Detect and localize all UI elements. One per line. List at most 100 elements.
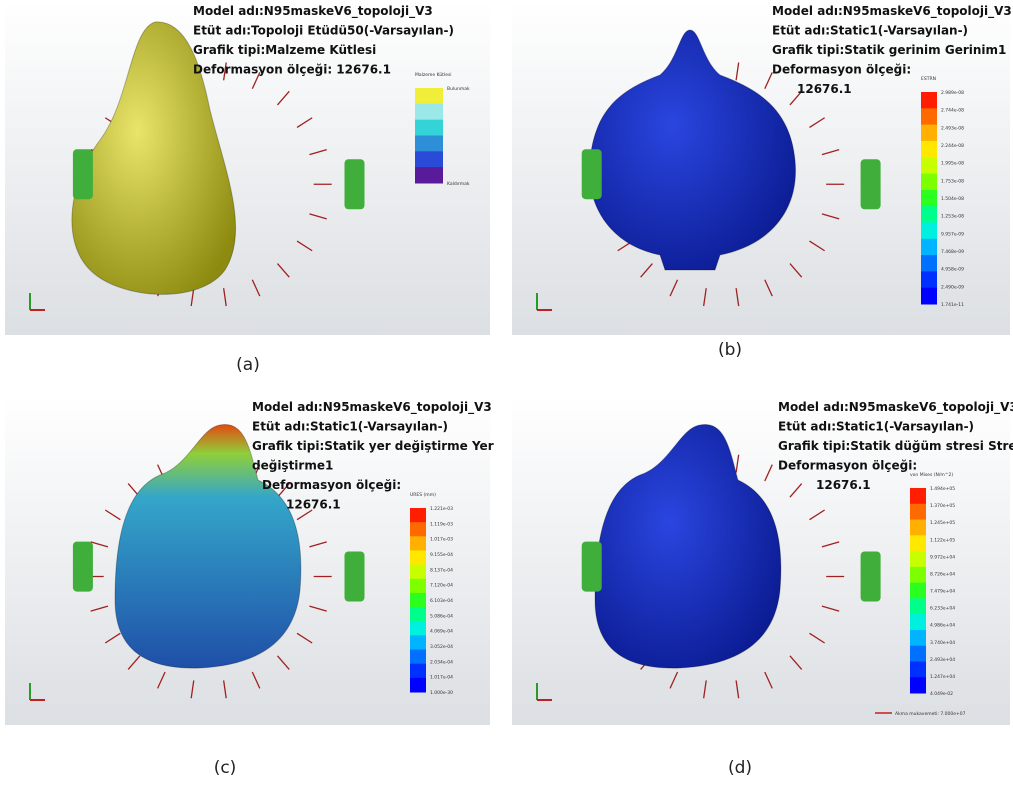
legend-title: Malzeme Kütlesi bbox=[415, 72, 452, 78]
legend-label: 6.103e-04 bbox=[430, 598, 453, 604]
legend-label: 7.120e-04 bbox=[430, 583, 453, 589]
legend-swatch bbox=[910, 488, 926, 504]
legend-swatch bbox=[910, 567, 926, 583]
legend-swatch bbox=[921, 92, 937, 109]
info-line: 12676.1 bbox=[286, 498, 341, 512]
legend-label: 1.122e+05 bbox=[930, 537, 955, 543]
caption: (d) bbox=[728, 758, 752, 778]
legend-label: 2.244e-08 bbox=[941, 143, 964, 149]
legend-swatch bbox=[410, 621, 426, 636]
legend-label: 7.479e+04 bbox=[930, 589, 955, 595]
panel: Model adı:N95maskeV6_topoloji_V3 Etüt adı… bbox=[512, 395, 1013, 725]
legend-label: 4.958e-09 bbox=[941, 267, 964, 273]
legend-label: 2.490e-09 bbox=[941, 284, 964, 290]
legend-swatch bbox=[921, 190, 937, 207]
info-line: Grafik tipi:Statik düğüm stresi Stres1 bbox=[778, 439, 1013, 453]
legend-swatch bbox=[921, 108, 937, 125]
info-line: Etüt adı:Static1(-Varsayılan-) bbox=[772, 24, 968, 38]
legend-swatch bbox=[410, 678, 426, 693]
legend-swatch bbox=[910, 598, 926, 614]
info-line: Grafik tipi:Statik gerinim Gerinim1 bbox=[772, 43, 1006, 57]
legend-label: 1.221e-03 bbox=[430, 506, 453, 512]
info-line: 12676.1 bbox=[797, 82, 852, 96]
legend-label: 4.069e-04 bbox=[430, 629, 453, 635]
legend-note: Akma mukavemeti: 7.000e+07 bbox=[895, 711, 966, 717]
legend-swatch bbox=[910, 661, 926, 677]
legend-swatch bbox=[410, 522, 426, 537]
legend-swatch bbox=[415, 104, 443, 120]
legend-swatch bbox=[910, 551, 926, 567]
info-line: Deformasyon ölçeği: 12676.1 bbox=[193, 63, 391, 77]
legend-swatch bbox=[921, 125, 937, 142]
fixture bbox=[73, 149, 93, 199]
legend-title: ESTRN bbox=[921, 76, 936, 82]
info-line: Deformasyon ölçeği: bbox=[262, 478, 401, 492]
legend-label: 9.155e-04 bbox=[430, 552, 453, 558]
info-line: Etüt adı:Static1(-Varsayılan-) bbox=[778, 420, 974, 434]
info-line: Deformasyon ölçeği: bbox=[778, 459, 917, 473]
legend-swatch bbox=[410, 565, 426, 580]
info-line: Model adı:N95maskeV6_topoloji_V3 bbox=[778, 400, 1013, 415]
fixture bbox=[861, 159, 881, 209]
legend-label: 2.744e-08 bbox=[941, 108, 964, 114]
legend-label: 3.740e+04 bbox=[930, 640, 955, 646]
legend-swatch bbox=[415, 136, 443, 152]
legend-swatch bbox=[410, 635, 426, 650]
legend-swatch bbox=[910, 646, 926, 662]
legend-label: Kaldırmak bbox=[447, 181, 470, 187]
legend-swatch bbox=[921, 141, 937, 158]
legend-swatch bbox=[910, 630, 926, 646]
info-line: Model adı:N95maskeV6_topoloji_V3 bbox=[193, 4, 433, 19]
legend-label: 1.753e-08 bbox=[941, 178, 964, 184]
legend-swatch bbox=[415, 120, 443, 136]
info-line: Grafik tipi:Statik yer değiştirme Yer bbox=[252, 439, 494, 453]
info-line: Deformasyon ölçeği: bbox=[772, 63, 911, 77]
legend-label: 1.253e-08 bbox=[941, 214, 964, 220]
legend-swatch bbox=[910, 677, 926, 693]
legend-label: 1.247e+04 bbox=[930, 674, 955, 680]
fixture bbox=[345, 159, 365, 209]
legend-swatch bbox=[415, 151, 443, 167]
legend-label: 7.468e-09 bbox=[941, 249, 964, 255]
fixture bbox=[582, 149, 602, 199]
legend-label: 8.726e+04 bbox=[930, 571, 955, 577]
legend-label: 6.233e+04 bbox=[930, 606, 955, 612]
figure: Model adı:N95maskeV6_topoloji_V3 Etüt adı… bbox=[0, 0, 1013, 792]
legend-label: 5.086e-04 bbox=[430, 613, 453, 619]
legend-label: 4.986e+04 bbox=[930, 623, 955, 629]
legend-label: 1.741e-11 bbox=[941, 302, 964, 308]
legend-label: 2.034e-04 bbox=[430, 659, 453, 665]
info-line: Model adı:N95maskeV6_topoloji_V3 bbox=[252, 400, 492, 415]
info-line: 12676.1 bbox=[816, 478, 871, 492]
info-line: değiştirme1 bbox=[252, 459, 333, 473]
legend-swatch bbox=[910, 504, 926, 520]
panel: Model adı:N95maskeV6_topoloji_V3 Etüt adı… bbox=[512, 0, 1012, 335]
fixture bbox=[345, 552, 365, 602]
legend-swatch bbox=[921, 206, 937, 223]
legend-label: 3.052e-04 bbox=[430, 644, 453, 650]
legend-title: URES (mm) bbox=[410, 492, 436, 498]
fixture bbox=[582, 542, 602, 592]
legend-swatch bbox=[415, 88, 443, 104]
caption: (b) bbox=[718, 340, 742, 360]
legend-label: 1.504e-08 bbox=[941, 196, 964, 202]
legend-label: 1.370e+05 bbox=[930, 503, 955, 509]
legend-swatch bbox=[410, 508, 426, 523]
legend-label: 1.000e-30 bbox=[430, 690, 453, 696]
legend-swatch bbox=[410, 550, 426, 565]
legend-swatch bbox=[910, 614, 926, 630]
legend-label: 1.119e-03 bbox=[430, 521, 453, 527]
legend-label: Bulunmak bbox=[447, 86, 470, 92]
legend-swatch bbox=[921, 222, 937, 239]
legend-label: 2.493e+04 bbox=[930, 657, 955, 663]
legend-label: 2.989e-08 bbox=[941, 90, 964, 96]
legend-swatch bbox=[410, 536, 426, 551]
legend-label: 1.494e+05 bbox=[930, 486, 955, 492]
legend-label: 2.493e-08 bbox=[941, 125, 964, 131]
legend-swatch bbox=[921, 174, 937, 191]
info-line: Model adı:N95maskeV6_topoloji_V3 bbox=[772, 4, 1012, 19]
legend-label: 8.137e-04 bbox=[430, 567, 453, 573]
legend-swatch bbox=[910, 583, 926, 599]
